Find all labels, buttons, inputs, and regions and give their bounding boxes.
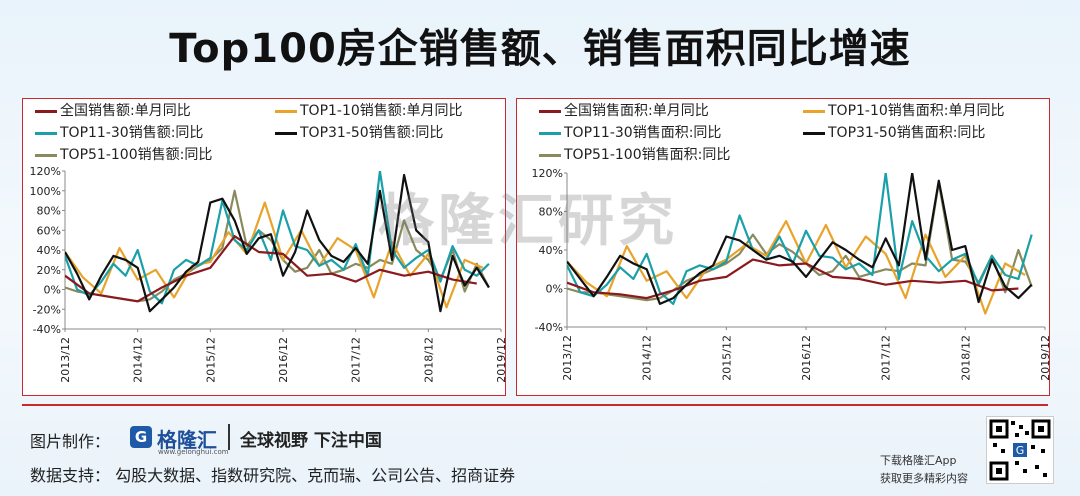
- chart-panel-area: 全国销售面积:单月同比 TOP1-10销售面积:单月同比 TOP11-30销售面…: [516, 98, 1050, 396]
- series-line-top1-10: [567, 219, 1026, 315]
- x-tick-label: 2018/12: [959, 335, 972, 381]
- qr-code-icon[interactable]: G: [986, 416, 1054, 484]
- brand-url: www.gelonghui.com: [158, 448, 229, 456]
- y-tick-label: 80%: [37, 205, 61, 218]
- legend-swatch: [803, 109, 825, 113]
- made-by-label: 图片制作：: [30, 432, 111, 451]
- chart-svg-area: 120% 80% 40% 0% -40%2013/12 2014/12 2015/12 201…: [532, 167, 1049, 381]
- legend-item-all: 全国销售面积:单月同比: [539, 101, 709, 121]
- y-tick-label: 0%: [44, 284, 61, 297]
- app-promo-text: 获取更多精彩内容: [880, 472, 968, 485]
- legend-item-top31-50: TOP31-50销售面积:同比: [803, 123, 985, 143]
- x-tick-label: 2014/12: [641, 335, 654, 381]
- footer: 图片制作： G 格隆汇 www.gelonghui.com 全球视野 下注中国 …: [0, 404, 1080, 496]
- series-line-all: [65, 235, 477, 303]
- series-line-top11-30: [567, 173, 1033, 305]
- qr-code-graphic: G: [989, 419, 1051, 481]
- x-tick-label: 2015/12: [204, 337, 217, 383]
- x-tick-label: 2017/12: [350, 337, 363, 383]
- legend-item-top51-100: TOP51-100销售面积:同比: [539, 145, 730, 165]
- y-tick-label: -40%: [33, 323, 61, 336]
- legend-item-top31-50: TOP31-50销售额:同比: [275, 123, 443, 143]
- legend-swatch: [35, 109, 57, 113]
- legend-item-top1-10: TOP1-10销售面积:单月同比: [803, 101, 1005, 121]
- y-tick-label: 100%: [30, 185, 61, 198]
- legend-label: TOP31-50销售面积:同比: [828, 125, 986, 141]
- y-tick-label: 120%: [532, 167, 563, 180]
- legend-label: TOP11-30销售面积:同比: [564, 125, 722, 141]
- legend-swatch: [803, 131, 825, 135]
- legend-label: TOP11-30销售额:同比: [60, 125, 204, 141]
- legend-label: TOP1-10销售额:单月同比: [300, 103, 463, 119]
- gelonghui-logo-icon: G: [130, 426, 152, 448]
- watermark-text: 格隆汇研究: [378, 189, 678, 254]
- legend-swatch: [539, 109, 561, 113]
- app-download-text: 下载格隆汇App: [880, 454, 957, 467]
- series-line-all: [567, 258, 1019, 300]
- series-line-top31-50: [65, 173, 490, 313]
- series-line-top1-10: [65, 201, 484, 309]
- y-tick-label: 60%: [37, 224, 61, 237]
- x-tick-label: 2017/12: [880, 335, 893, 381]
- y-tick-label: 40%: [37, 244, 61, 257]
- legend-swatch: [35, 153, 57, 157]
- series-line-top11-30: [65, 171, 490, 305]
- y-tick-label: 120%: [30, 165, 61, 178]
- x-tick-label: 2015/12: [720, 335, 733, 381]
- footer-divider: [22, 404, 1048, 406]
- legend-label: TOP1-10销售面积:单月同比: [828, 103, 1005, 119]
- x-tick-label: 2016/12: [277, 337, 290, 383]
- y-tick-label: 0%: [546, 283, 563, 296]
- series-line-top51-100: [567, 181, 1033, 302]
- x-tick-label: 2019/12: [495, 337, 505, 383]
- legend-item-top51-100: TOP51-100销售额:同比: [35, 145, 212, 165]
- legend-label: TOP51-100销售额:同比: [60, 147, 213, 163]
- legend-label: 全国销售面积:单月同比: [564, 103, 709, 119]
- brand-name: 格隆汇: [157, 428, 217, 452]
- x-tick-label: 2013/12: [59, 337, 72, 383]
- legend-label: 全国销售额:单月同比: [60, 103, 191, 119]
- legend-item-top11-30: TOP11-30销售面积:同比: [539, 123, 721, 143]
- legend-swatch: [275, 131, 297, 135]
- page-title: Top100房企销售额、销售面积同比增速: [169, 26, 911, 72]
- legend-label: TOP31-50销售额:同比: [300, 125, 444, 141]
- x-tick-label: 2018/12: [422, 337, 435, 383]
- chart-panel-sales: 全国销售额:单月同比 TOP1-10销售额:单月同比 TOP11-30销售额:同…: [22, 98, 506, 396]
- legend-item-top1-10: TOP1-10销售额:单月同比: [275, 101, 463, 121]
- y-tick-label: -20%: [33, 303, 61, 316]
- chart-svg-sales: 120% 100% 80% 60% 40% 20% 0% -20% -40%2013/12 201…: [30, 165, 505, 383]
- svg-text:G: G: [1016, 444, 1025, 457]
- x-tick-label: 2019/12: [1039, 335, 1049, 381]
- series-line-top31-50: [567, 173, 1033, 305]
- legend-item-all: 全国销售额:单月同比: [35, 101, 191, 121]
- y-tick-label: 40%: [539, 244, 563, 257]
- logo-separator: [228, 424, 230, 450]
- legend-swatch: [539, 153, 561, 157]
- x-tick-label: 2013/12: [561, 335, 574, 381]
- x-tick-label: 2014/12: [132, 337, 145, 383]
- data-support: 数据支持： 勾股大数据、指数研究院、克而瑞、公司公告、招商证券: [30, 466, 516, 485]
- legend-swatch: [35, 131, 57, 135]
- slogan: 全球视野 下注中国: [240, 431, 382, 451]
- y-tick-label: 20%: [37, 264, 61, 277]
- legend-label: TOP51-100销售面积:同比: [564, 147, 731, 163]
- y-tick-label: -40%: [535, 321, 563, 334]
- legend-swatch: [275, 109, 297, 113]
- y-tick-label: 80%: [539, 206, 563, 219]
- x-tick-label: 2016/12: [800, 335, 813, 381]
- legend-swatch: [539, 131, 561, 135]
- legend-item-top11-30: TOP11-30销售额:同比: [35, 123, 203, 143]
